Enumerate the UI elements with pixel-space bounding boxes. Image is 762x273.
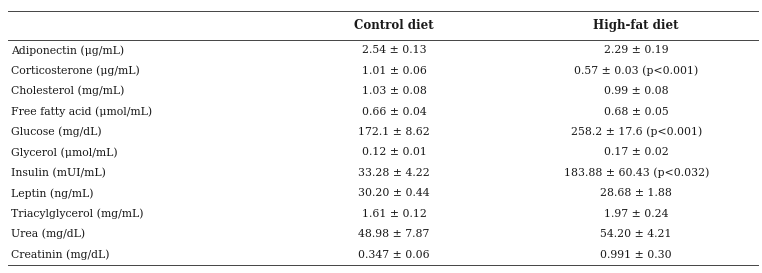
Text: 2.54 ± 0.13: 2.54 ± 0.13 xyxy=(362,45,427,55)
Text: Insulin (mUI/mL): Insulin (mUI/mL) xyxy=(11,168,106,178)
Text: Creatinin (mg/dL): Creatinin (mg/dL) xyxy=(11,249,109,260)
Text: 0.17 ± 0.02: 0.17 ± 0.02 xyxy=(604,147,668,158)
Text: 2.29 ± 0.19: 2.29 ± 0.19 xyxy=(604,45,668,55)
Text: Control diet: Control diet xyxy=(354,19,434,32)
Text: Corticosterone (μg/mL): Corticosterone (μg/mL) xyxy=(11,66,139,76)
Text: 172.1 ± 8.62: 172.1 ± 8.62 xyxy=(358,127,430,137)
Text: 0.68 ± 0.05: 0.68 ± 0.05 xyxy=(604,107,668,117)
Text: 48.98 ± 7.87: 48.98 ± 7.87 xyxy=(358,229,430,239)
Text: 0.347 ± 0.06: 0.347 ± 0.06 xyxy=(358,250,430,260)
Text: High-fat diet: High-fat diet xyxy=(594,19,679,32)
Text: Glycerol (μmol/mL): Glycerol (μmol/mL) xyxy=(11,147,117,158)
Text: Glucose (mg/dL): Glucose (mg/dL) xyxy=(11,127,101,137)
Text: 1.61 ± 0.12: 1.61 ± 0.12 xyxy=(362,209,427,219)
Text: Cholesterol (mg/mL): Cholesterol (mg/mL) xyxy=(11,86,124,96)
Text: Adiponectin (μg/mL): Adiponectin (μg/mL) xyxy=(11,45,123,56)
Text: Triacylglycerol (mg/mL): Triacylglycerol (mg/mL) xyxy=(11,209,143,219)
Text: 183.88 ± 60.43 (p<0.032): 183.88 ± 60.43 (p<0.032) xyxy=(564,168,709,178)
Text: 0.12 ± 0.01: 0.12 ± 0.01 xyxy=(362,147,427,158)
Text: 28.68 ± 1.88: 28.68 ± 1.88 xyxy=(600,188,672,198)
Text: 1.97 ± 0.24: 1.97 ± 0.24 xyxy=(604,209,668,219)
Text: Free fatty acid (μmol/mL): Free fatty acid (μmol/mL) xyxy=(11,106,152,117)
Text: 33.28 ± 4.22: 33.28 ± 4.22 xyxy=(358,168,430,178)
Text: Urea (mg/dL): Urea (mg/dL) xyxy=(11,229,85,239)
Text: 258.2 ± 17.6 (p<0.001): 258.2 ± 17.6 (p<0.001) xyxy=(571,127,702,137)
Text: 0.991 ± 0.30: 0.991 ± 0.30 xyxy=(600,250,672,260)
Text: 54.20 ± 4.21: 54.20 ± 4.21 xyxy=(600,229,672,239)
Text: 1.03 ± 0.08: 1.03 ± 0.08 xyxy=(362,86,427,96)
Text: 1.01 ± 0.06: 1.01 ± 0.06 xyxy=(362,66,427,76)
Text: Leptin (ng/mL): Leptin (ng/mL) xyxy=(11,188,93,198)
Text: 0.57 ± 0.03 (p<0.001): 0.57 ± 0.03 (p<0.001) xyxy=(574,66,698,76)
Text: 0.99 ± 0.08: 0.99 ± 0.08 xyxy=(604,86,668,96)
Text: 30.20 ± 0.44: 30.20 ± 0.44 xyxy=(358,188,430,198)
Text: 0.66 ± 0.04: 0.66 ± 0.04 xyxy=(362,107,427,117)
